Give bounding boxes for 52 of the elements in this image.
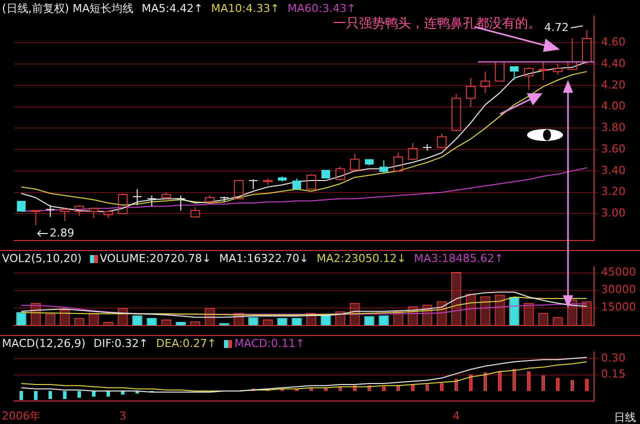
y-tick-label: 3.00 xyxy=(601,206,626,220)
candlestick xyxy=(466,77,476,108)
legend-label: VOLUME:20720.78↓ xyxy=(100,252,212,265)
y-tick-label: 0.30 xyxy=(601,351,626,364)
candlestick xyxy=(538,61,548,81)
candlestick xyxy=(408,142,418,161)
x-tick-label: 2006年 xyxy=(2,409,41,422)
candlestick xyxy=(132,188,142,206)
y-tick-label: 4.60 xyxy=(601,36,626,49)
x-tick-label: 4 xyxy=(452,409,460,422)
text: MA1:16322.70↓ xyxy=(219,252,309,265)
text: MA10:4.33↑ xyxy=(211,2,280,15)
candlestick xyxy=(30,210,41,226)
text: MA2:23050.12↓ xyxy=(316,252,406,265)
y-tick-label: 3.80 xyxy=(601,121,626,134)
chart-title: VOL2(5,10,20) xyxy=(2,252,82,265)
candlestick xyxy=(582,29,592,65)
y-tick-label: 15000 xyxy=(601,300,636,314)
candlestick xyxy=(146,195,157,207)
y-tick-label: 4.20 xyxy=(601,78,626,92)
candlestick xyxy=(364,159,374,166)
text: DIF:0.32↑ xyxy=(94,337,148,350)
y-tick-label: 3.20 xyxy=(601,185,626,198)
candlestick xyxy=(510,66,519,81)
text: MA3:18485.62↑ xyxy=(414,252,504,265)
y-tick-label: 3.40 xyxy=(601,164,626,177)
text: 日线 xyxy=(614,410,636,424)
y-tick-label: 4.40 xyxy=(601,56,626,70)
candlestick xyxy=(379,160,388,174)
annotation: 一只强势鸭头，连鸭鼻孔都没有的。 xyxy=(333,16,541,32)
candlestick xyxy=(480,71,490,94)
candlestick xyxy=(60,208,70,222)
y-tick-label: 4.00 xyxy=(601,100,626,113)
chart-title: MACD(12,26,9) xyxy=(2,337,86,350)
y-tick-label: 45000 xyxy=(601,266,636,279)
text: MA5:4.42↑ xyxy=(142,2,204,15)
x-tick-label: 3 xyxy=(119,409,126,422)
candlestick xyxy=(248,180,258,190)
candlestick xyxy=(552,64,563,76)
text: DEA:0.27↑ xyxy=(156,337,216,350)
candlestick xyxy=(88,208,99,218)
y-tick-label: 0.15 xyxy=(601,368,626,381)
legend-label: MACD:0.11↑ xyxy=(234,337,305,350)
annotation: 4.72 xyxy=(544,20,569,34)
chart-title: (日线,前复权) MA短长均线 xyxy=(2,1,134,16)
text: MA60:3.43↑ xyxy=(287,2,356,15)
candlestick xyxy=(524,66,534,90)
candlestick xyxy=(567,38,578,70)
bar xyxy=(509,297,520,326)
annotation: 2.89 xyxy=(50,226,74,240)
y-tick-label: 3.60 xyxy=(601,142,626,156)
y-tick-label: 30000 xyxy=(601,283,636,296)
